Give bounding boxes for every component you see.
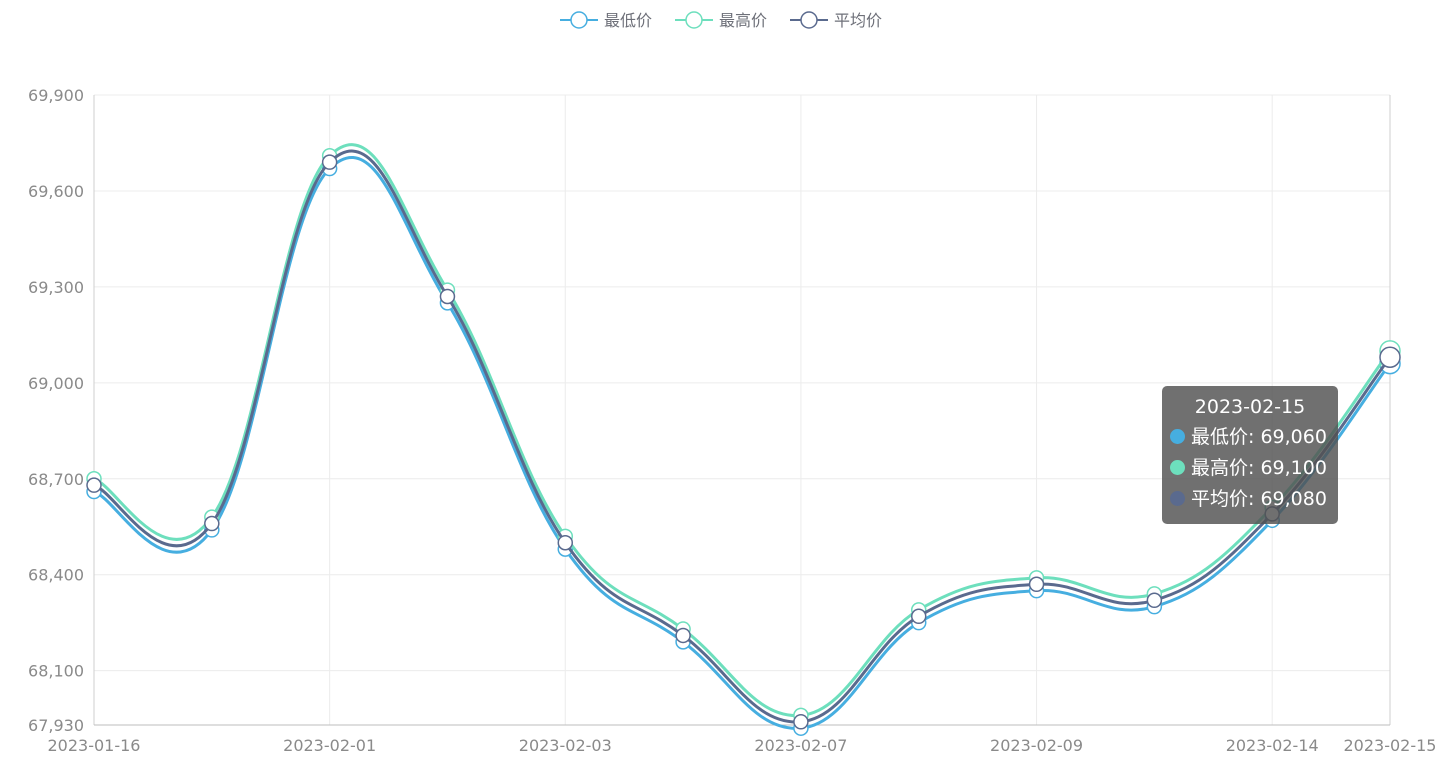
legend-item-1[interactable]: 最高价 [675, 11, 767, 30]
tooltip-row-low: 最低价: 69,060 [1170, 422, 1338, 453]
legend-marker [800, 11, 818, 29]
legend-label: 最低价 [604, 11, 652, 30]
data-point [1028, 576, 1045, 593]
y-tick-label: 69,900 [28, 86, 84, 105]
tooltip-dot-avg [1170, 491, 1185, 506]
tooltip: 2023-02-15 最低价: 69,060 最高价: 69,100 平均价: … [1162, 386, 1338, 524]
axes: 67,930 68,100 68,400 68,700 69,000 69,300 69,6… [28, 86, 1436, 755]
y-tick-label: 68,400 [28, 566, 84, 585]
legend-marker [685, 11, 703, 29]
legend-marker [570, 11, 588, 29]
y-tick-label: 69,600 [28, 182, 84, 201]
data-point [557, 534, 574, 551]
data-point [793, 714, 809, 730]
x-tick-label: 2023-02-03 [519, 736, 612, 755]
y-tick-label: 67,930 [28, 716, 84, 735]
x-tick-label: 2023-02-14 [1226, 736, 1319, 755]
grid-lines [94, 94, 1391, 725]
legend[interactable]: 最低价 最高价 平均价 [560, 11, 882, 30]
tooltip-title: 2023-02-15 [1194, 396, 1306, 418]
y-tick-label: 69,300 [28, 278, 84, 297]
y-tick-label: 68,700 [28, 470, 84, 489]
legend-label: 平均价 [834, 11, 882, 30]
data-point [86, 477, 102, 493]
legend-label: 最高价 [719, 11, 767, 30]
data-point [1379, 346, 1401, 368]
tooltip-dot-low [1170, 429, 1185, 444]
y-tick-label: 69,000 [28, 374, 84, 393]
series-2 [86, 149, 1401, 730]
tooltip-text-low: 最低价: 69,060 [1191, 426, 1327, 448]
x-tick-label: 2023-02-01 [283, 736, 376, 755]
x-tick-label: 2023-02-07 [754, 736, 847, 755]
legend-item-2[interactable]: 平均价 [790, 11, 882, 30]
tooltip-row-avg: 平均价: 69,080 [1170, 484, 1338, 515]
tooltip-dot-high [1170, 460, 1185, 475]
data-point [910, 608, 927, 625]
x-tick-label: 2023-01-16 [48, 736, 141, 755]
y-tick-label: 68,100 [28, 662, 84, 681]
x-tick-label: 2023-02-09 [990, 736, 1083, 755]
data-point [204, 515, 220, 532]
data-point [439, 288, 456, 305]
legend-item-0[interactable]: 最低价 [560, 11, 652, 30]
series-group [86, 143, 1401, 736]
data-point [321, 154, 338, 170]
data-point [1146, 592, 1163, 609]
tooltip-row-high: 最高价: 69,100 [1170, 453, 1338, 484]
tooltip-text-avg: 平均价: 69,080 [1191, 488, 1327, 510]
data-point [675, 627, 691, 644]
x-tick-label: 2023-02-15 [1344, 736, 1437, 755]
tooltip-text-high: 最高价: 69,100 [1191, 457, 1327, 479]
